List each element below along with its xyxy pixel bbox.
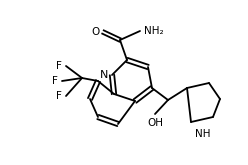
Text: NH: NH (195, 129, 211, 139)
Text: F: F (56, 61, 62, 71)
Text: F: F (52, 76, 58, 86)
Text: OH: OH (147, 118, 163, 128)
Text: O: O (92, 27, 100, 37)
Text: N: N (100, 70, 108, 80)
Text: F: F (56, 91, 62, 101)
Text: NH₂: NH₂ (144, 26, 164, 36)
